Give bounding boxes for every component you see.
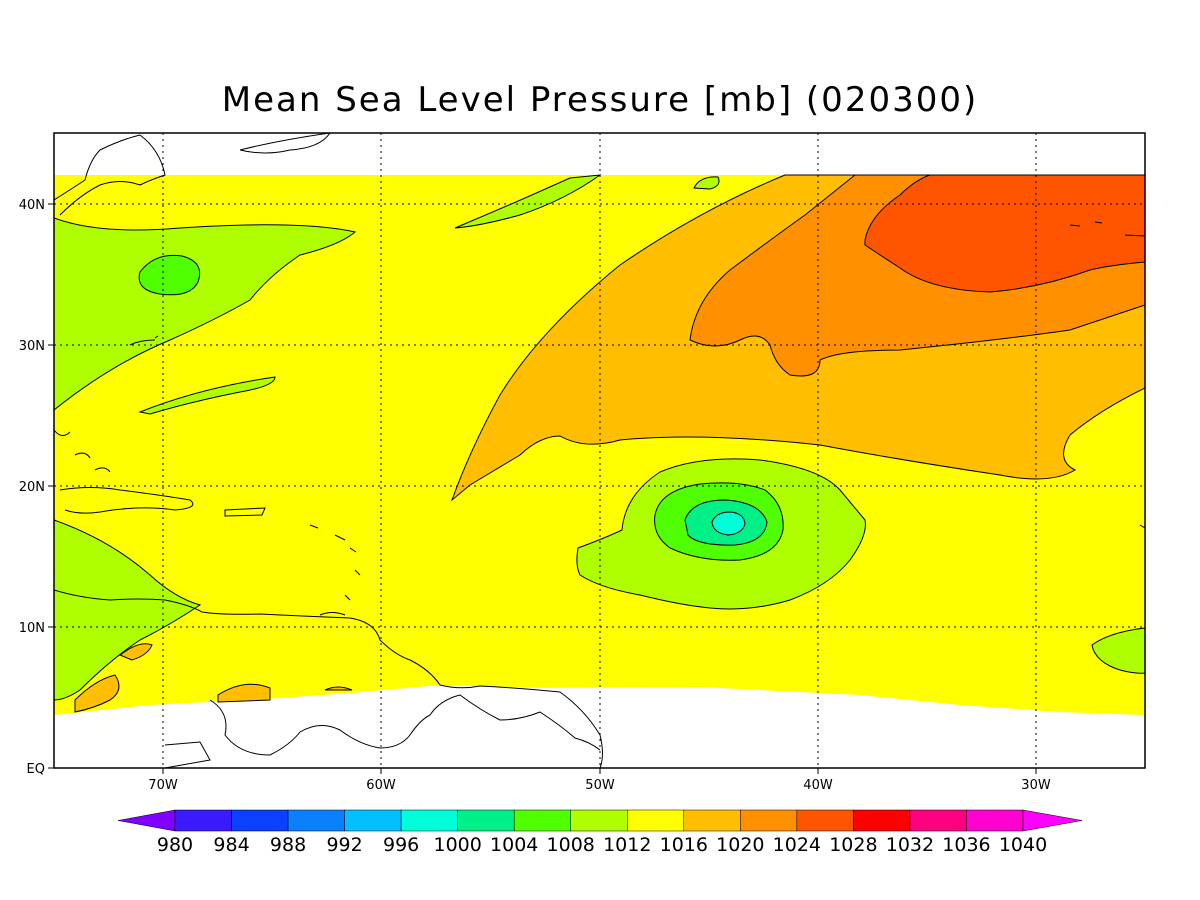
lat-label: EQ (27, 762, 45, 777)
colorbar-level-label: 1020 (716, 834, 764, 856)
colorbar-level-label: 992 (326, 834, 362, 856)
lon-label: 70W (148, 778, 178, 793)
colorbar-level-label: 1032 (886, 834, 934, 856)
band-1016-1020-venezuela (74, 674, 120, 713)
latitude-labels: 40N 30N 20N 10N EQ (19, 198, 45, 777)
lat-label: 40N (19, 198, 45, 213)
colorbar-level-label: 1012 (603, 834, 651, 856)
colorbar-level-label: 1004 (490, 834, 538, 856)
colorbar-swatch (231, 809, 289, 832)
colorbar-swatch (740, 809, 798, 832)
colorbar-swatch (909, 809, 967, 832)
band-1008-1012-north (454, 174, 602, 229)
band-1008-1012-blob (693, 176, 720, 190)
colorbar-arrow-high (1022, 809, 1083, 832)
colorbar-level-label: 1024 (773, 834, 821, 856)
colorbar-swatch (966, 809, 1024, 832)
band-1004-1008-west (138, 254, 201, 296)
colorbar-swatch (853, 809, 911, 832)
colorbar-swatch (174, 809, 232, 832)
colorbar-swatch (513, 809, 571, 832)
colorbar-level-label: 1040 (999, 834, 1047, 856)
band-1016-1020-guyana (217, 683, 271, 703)
colorbar-level-label: 988 (270, 834, 306, 856)
band-1008-1012-west (54, 217, 357, 411)
lon-label: 50W (585, 778, 615, 793)
colorbar-swatch (570, 809, 628, 832)
colorbar-level-label: 1000 (433, 834, 481, 856)
lon-label: 30W (1021, 778, 1051, 793)
longitude-labels: 70W 60W 50W 40W 30W (148, 778, 1051, 793)
lon-label: 60W (366, 778, 396, 793)
colorbar-level-label: 1028 (829, 834, 877, 856)
colorbar-level-label: 984 (213, 834, 249, 856)
graticule (54, 133, 1145, 768)
band-1016-1020-venezuela-b (118, 643, 153, 661)
lat-label: 10N (19, 621, 45, 636)
colorbar-swatch (344, 809, 402, 832)
band-1008-1012-filament (138, 376, 276, 415)
lat-label: 20N (19, 480, 45, 495)
colorbar-level-label: 1016 (660, 834, 708, 856)
colorbar-arrow-low (117, 809, 176, 832)
map-title: Mean Sea Level Pressure [mb] (020300) (221, 80, 979, 120)
coastlines (54, 133, 1145, 768)
colorbar-swatch (683, 809, 741, 832)
lat-label: 30N (19, 339, 45, 354)
colorbar-swatch (796, 809, 854, 832)
colorbar-swatch (457, 809, 515, 832)
band-1008-1012-southwest (54, 519, 202, 701)
colorbar-swatch (627, 809, 685, 832)
band-1016-1020-guyana-b (324, 686, 353, 691)
colorbar-level-label: 980 (157, 834, 193, 856)
colorbar-level-label: 1008 (547, 834, 595, 856)
band-996-1000-low (711, 511, 746, 536)
lon-label: 40W (803, 778, 833, 793)
colorbar-level-label: 996 (383, 834, 419, 856)
colorbar: 980 984 988 992 996 1000 1004 1008 1012 1016 1020 1… (117, 809, 1083, 856)
colorbar-level-label: 1036 (942, 834, 990, 856)
axis-ticks (48, 203, 1037, 774)
colorbar-swatch (400, 809, 458, 832)
colorbar-swatch (287, 809, 345, 832)
band-1008-1012-east-small (1091, 627, 1145, 674)
